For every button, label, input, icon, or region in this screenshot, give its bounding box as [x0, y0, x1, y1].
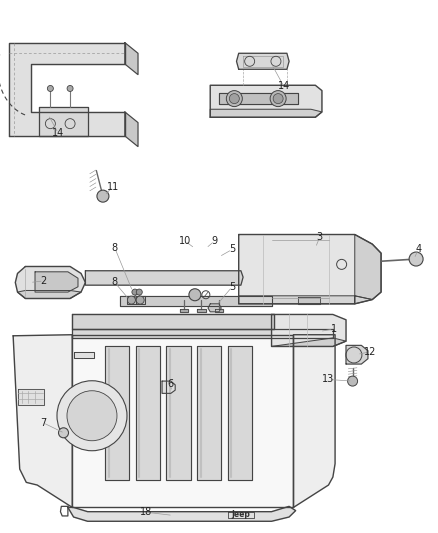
Text: 2: 2	[41, 276, 47, 286]
Polygon shape	[197, 346, 221, 480]
Text: 7: 7	[40, 418, 46, 427]
Polygon shape	[355, 235, 381, 304]
Circle shape	[132, 289, 138, 295]
Text: 12: 12	[364, 347, 376, 357]
Polygon shape	[210, 109, 322, 117]
Polygon shape	[293, 335, 335, 507]
Text: 4: 4	[415, 245, 421, 254]
Polygon shape	[72, 329, 333, 338]
Circle shape	[127, 296, 135, 304]
Polygon shape	[166, 346, 191, 480]
Circle shape	[273, 94, 283, 103]
Polygon shape	[35, 272, 78, 292]
Polygon shape	[72, 335, 293, 507]
Text: 11: 11	[107, 182, 119, 191]
Text: 14: 14	[278, 82, 290, 91]
Polygon shape	[74, 352, 94, 358]
Circle shape	[348, 376, 357, 386]
Polygon shape	[239, 296, 372, 304]
Circle shape	[230, 94, 239, 103]
Polygon shape	[18, 389, 44, 405]
Polygon shape	[298, 297, 320, 304]
Text: 18: 18	[140, 507, 152, 517]
Text: 9: 9	[212, 236, 218, 246]
Polygon shape	[120, 296, 272, 306]
Text: 1: 1	[331, 324, 337, 334]
Polygon shape	[9, 43, 125, 136]
Text: 5: 5	[229, 282, 235, 292]
Polygon shape	[210, 85, 322, 117]
Circle shape	[136, 289, 142, 295]
Polygon shape	[197, 309, 206, 312]
Text: 14: 14	[52, 128, 64, 138]
Polygon shape	[136, 296, 145, 304]
Polygon shape	[68, 506, 296, 521]
Polygon shape	[272, 338, 346, 346]
Polygon shape	[180, 309, 188, 312]
Polygon shape	[208, 304, 221, 312]
Circle shape	[409, 252, 423, 266]
Circle shape	[136, 296, 144, 304]
Circle shape	[67, 391, 117, 441]
Polygon shape	[39, 107, 88, 136]
Text: Jeep: Jeep	[231, 511, 251, 519]
Polygon shape	[346, 345, 368, 364]
Circle shape	[226, 91, 242, 107]
Polygon shape	[127, 296, 136, 304]
Text: 8: 8	[112, 243, 118, 253]
Polygon shape	[15, 266, 85, 298]
Circle shape	[57, 381, 127, 451]
Circle shape	[59, 428, 68, 438]
Polygon shape	[125, 43, 138, 75]
Polygon shape	[237, 53, 289, 69]
Circle shape	[189, 289, 201, 301]
Polygon shape	[105, 346, 129, 480]
Text: 10: 10	[179, 236, 191, 246]
Polygon shape	[228, 346, 252, 480]
Circle shape	[67, 85, 73, 92]
Polygon shape	[215, 309, 223, 312]
Circle shape	[270, 91, 286, 107]
Polygon shape	[125, 112, 138, 147]
Text: 6: 6	[167, 379, 173, 389]
Polygon shape	[136, 346, 160, 480]
Text: 5: 5	[229, 245, 235, 254]
Polygon shape	[162, 381, 175, 393]
Circle shape	[47, 85, 53, 92]
Circle shape	[97, 190, 109, 202]
Polygon shape	[72, 314, 274, 329]
Polygon shape	[85, 271, 243, 285]
Polygon shape	[18, 290, 81, 298]
Text: 3: 3	[317, 232, 323, 242]
Text: 13: 13	[322, 375, 335, 384]
Polygon shape	[219, 93, 298, 104]
Polygon shape	[239, 235, 381, 304]
Text: 8: 8	[112, 278, 118, 287]
Polygon shape	[272, 314, 346, 346]
Polygon shape	[13, 335, 72, 507]
